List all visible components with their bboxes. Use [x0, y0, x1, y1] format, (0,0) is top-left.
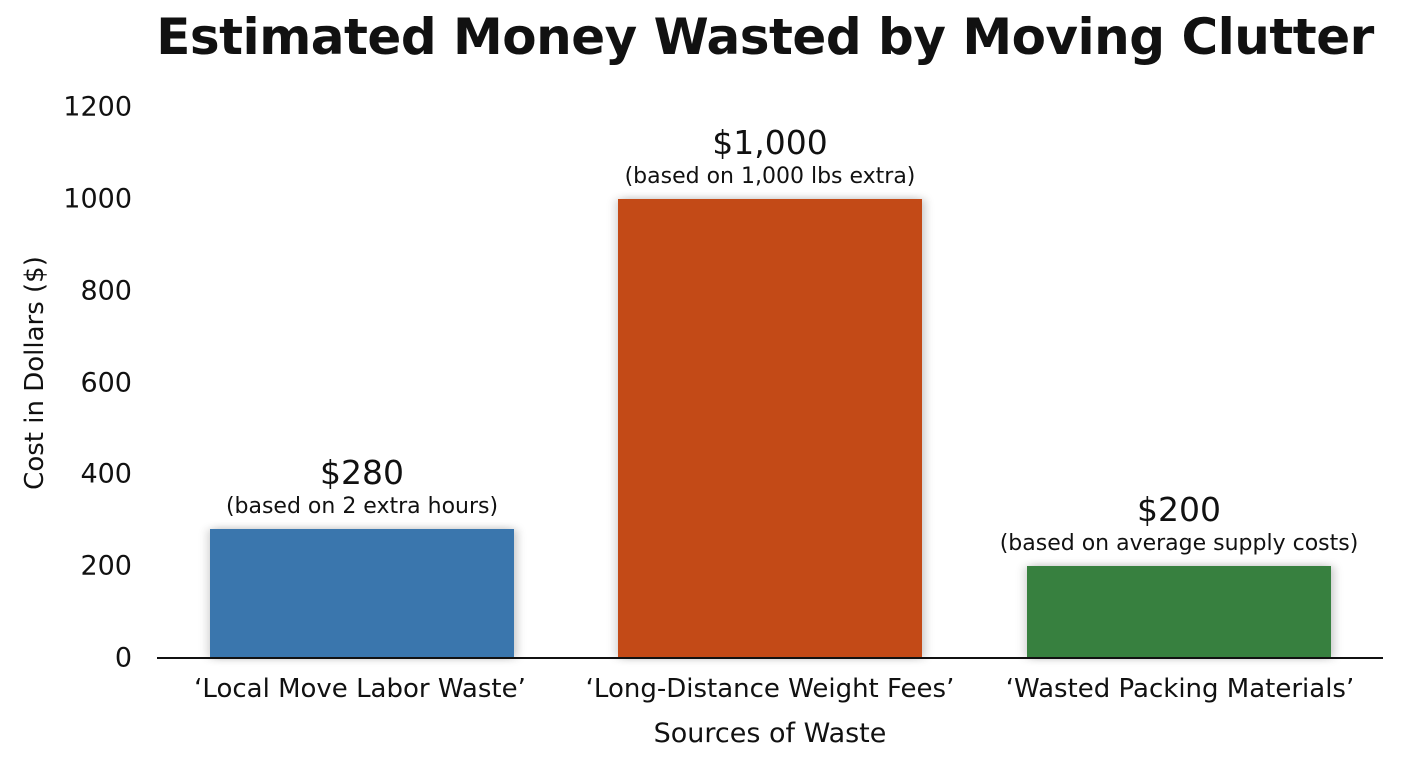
- x-axis-line: [157, 657, 1383, 659]
- x-tick: ‘Wasted Packing Materials’: [1005, 674, 1355, 704]
- bar-value-label: $200: [1137, 490, 1221, 530]
- x-axis-label: Sources of Waste: [653, 718, 887, 749]
- bar-value-label: $280: [320, 453, 404, 493]
- y-tick: 400: [80, 458, 132, 490]
- bar-note-label: (based on 2 extra hours): [225, 494, 499, 520]
- x-tick: ‘Local Move Labor Waste’: [194, 674, 526, 704]
- bar-note-label: (based on 1,000 lbs extra): [624, 164, 916, 189]
- bar-value-label: $1,000: [712, 123, 828, 162]
- chart-title: Estimated Money Wasted by Moving Clutter: [156, 8, 1374, 66]
- y-tick: 0: [114, 642, 132, 674]
- bar-wasted-packing-materials: [1027, 566, 1331, 658]
- y-tick: 200: [80, 550, 132, 582]
- y-tick: 1000: [63, 183, 132, 215]
- x-tick: ‘Long-Distance Weight Fees’: [585, 674, 955, 704]
- bar-long-distance-weight-fees: [618, 199, 922, 658]
- y-tick: 800: [80, 275, 132, 307]
- y-tick: 1200: [63, 91, 132, 123]
- y-axis-label: Cost in Dollars ($): [20, 256, 50, 490]
- bar-local-move-labor-waste: [210, 529, 514, 658]
- y-tick: 600: [80, 367, 132, 399]
- bar-note-label: (based on average supply costs): [999, 531, 1359, 557]
